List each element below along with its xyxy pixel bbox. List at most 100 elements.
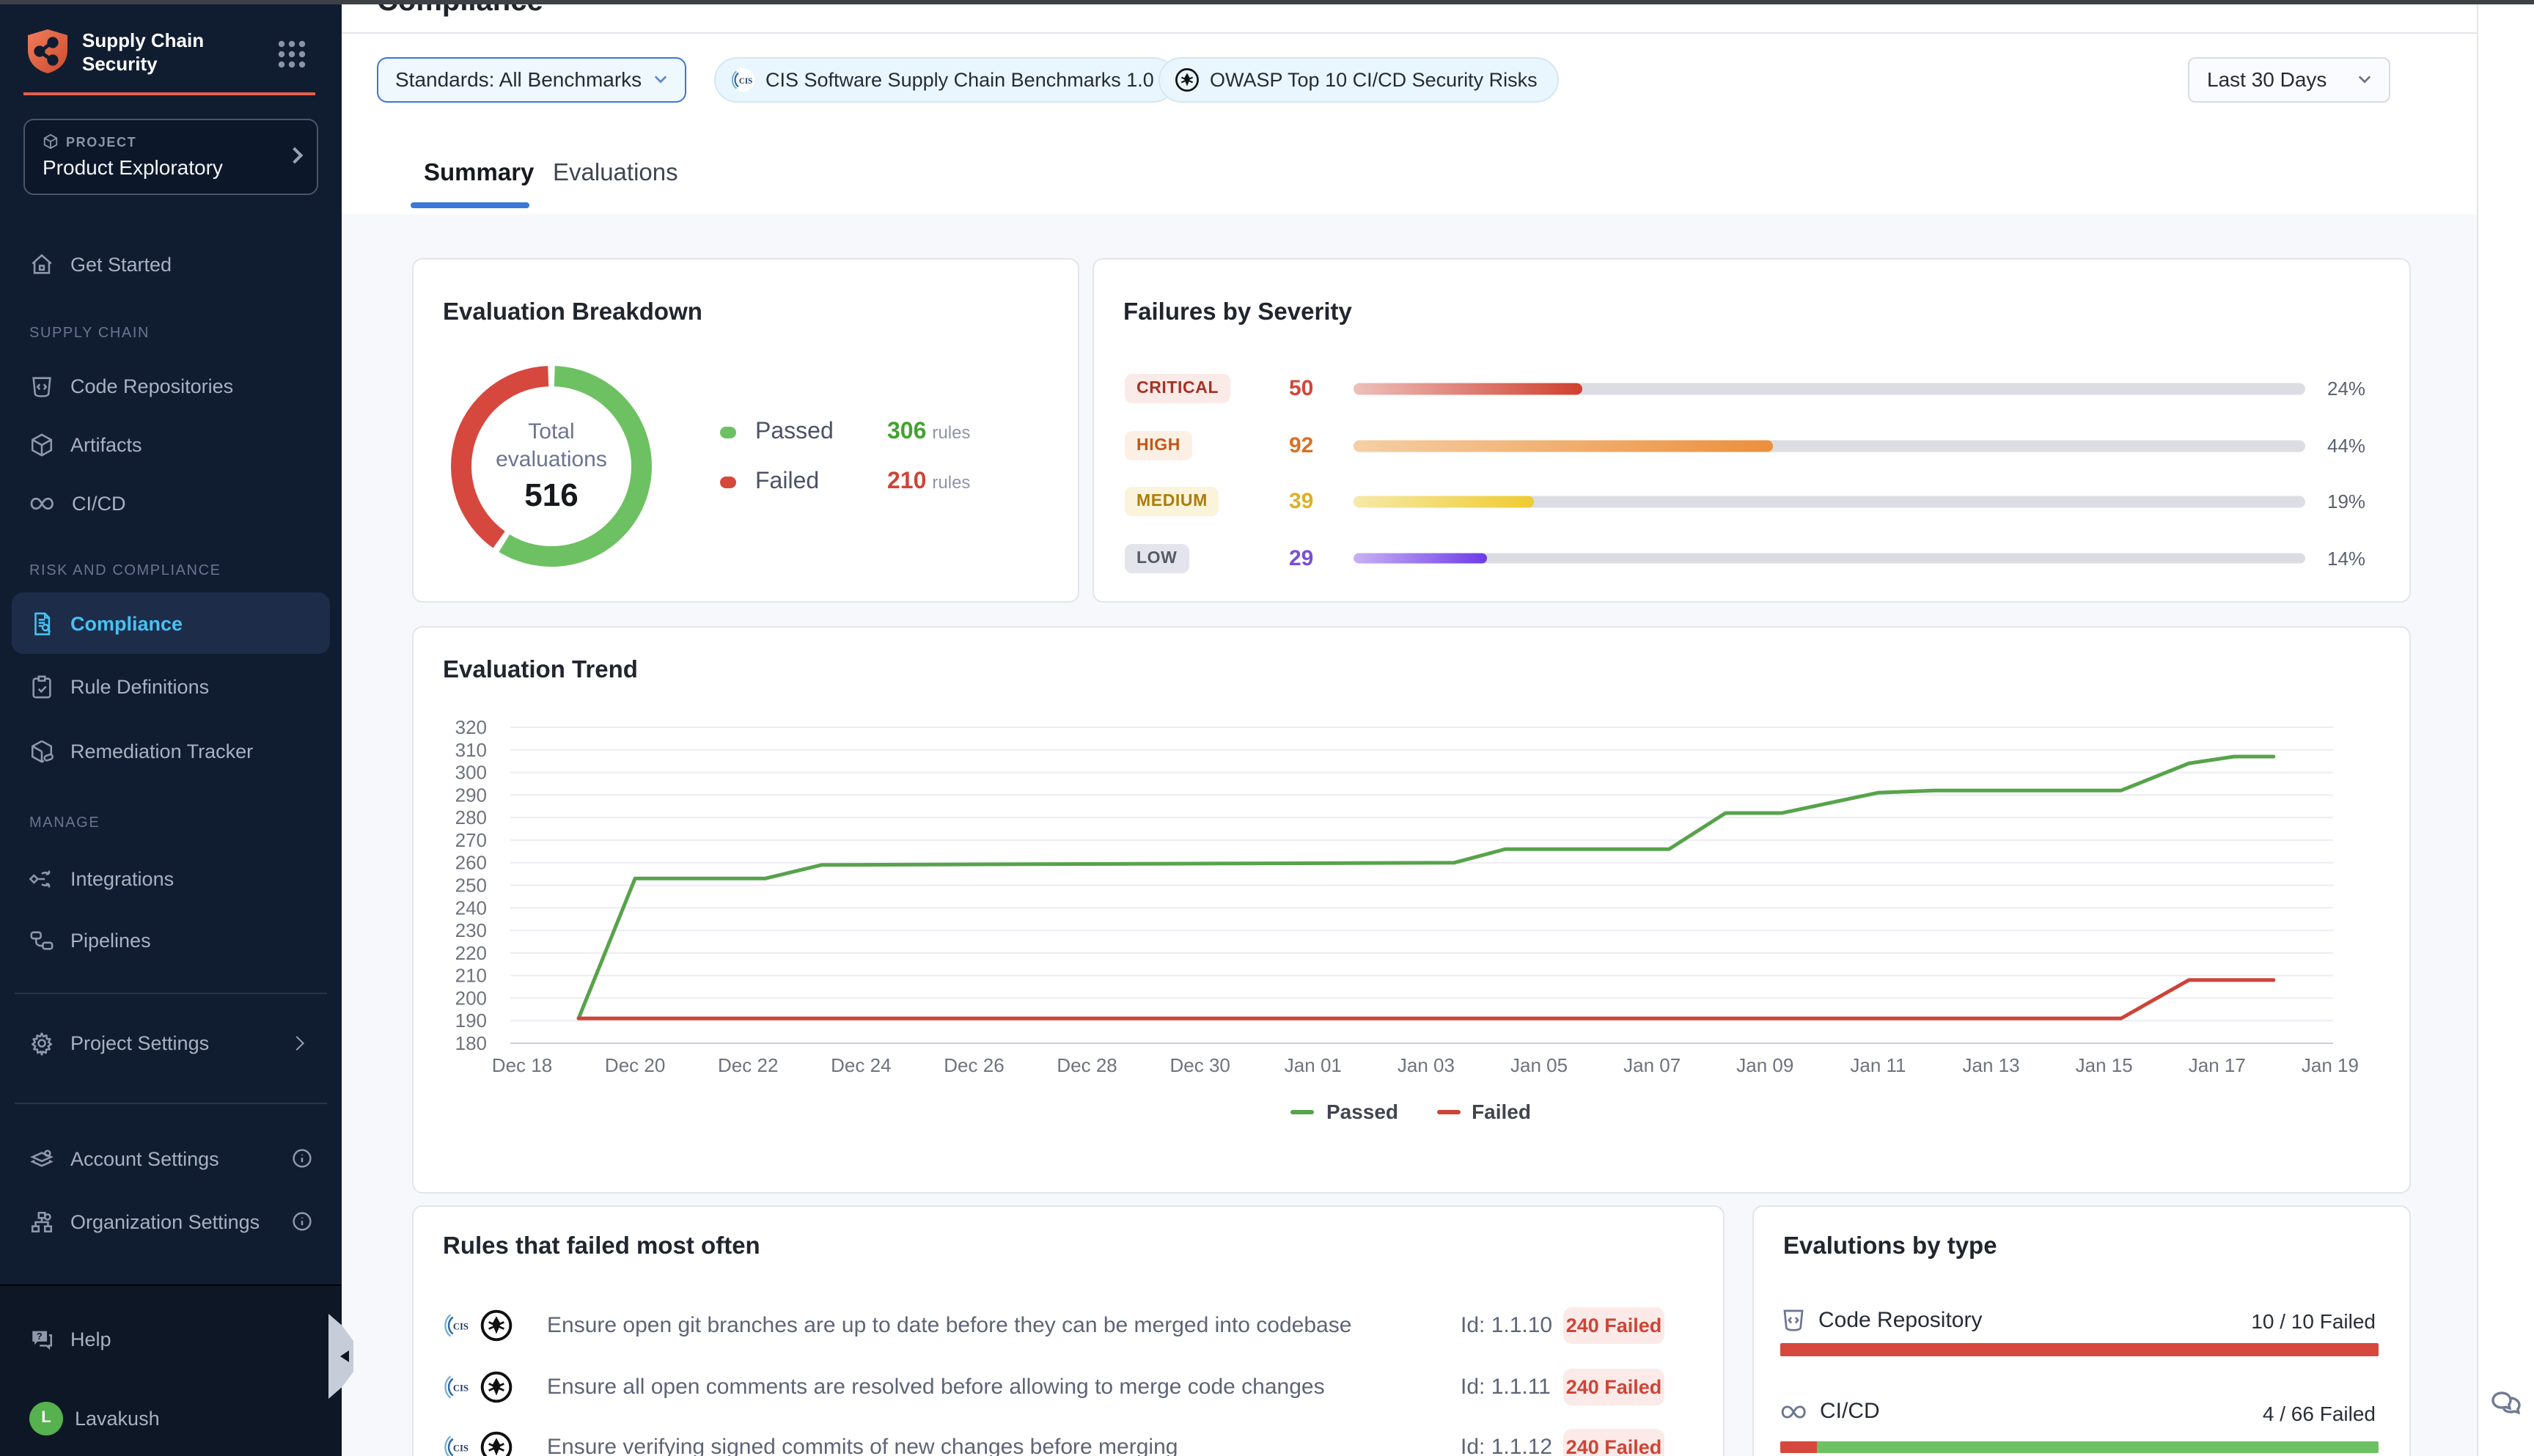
sidebar-item-compliance[interactable]: Compliance xyxy=(12,592,330,654)
footer-divider xyxy=(0,1284,342,1286)
svg-text:Dec 26: Dec 26 xyxy=(944,1054,1004,1076)
active-tab-underline xyxy=(411,202,529,207)
sidebar-item-organization-settings[interactable]: Organization Settings xyxy=(12,1195,330,1248)
svg-text:Dec 28: Dec 28 xyxy=(1057,1054,1117,1076)
module-accent-line xyxy=(23,92,315,95)
code-repository-icon xyxy=(32,376,51,397)
standards-filter-select[interactable]: Standards: All Benchmarks xyxy=(376,56,686,102)
sidebar-item-integrations[interactable]: Integrations xyxy=(12,852,330,905)
passed-line-swatch xyxy=(1290,1109,1315,1114)
chevron-right-icon xyxy=(286,147,304,164)
home-icon xyxy=(32,253,52,273)
svg-text:CIS: CIS xyxy=(453,1383,469,1393)
type-label-code-repository: Code Repository xyxy=(1780,1306,1982,1333)
chevron-down-icon xyxy=(2358,76,2371,84)
sidebar-item-remediation-tracker[interactable]: Remediation Tracker xyxy=(12,724,330,777)
card-title: Evaluation Trend xyxy=(443,657,638,683)
card-evaluation-trend: Evaluation Trend 320 310 300 290 280 270 260 25… xyxy=(412,626,2410,1194)
window-top-strip xyxy=(0,0,2534,4)
chat-widget-icon[interactable] xyxy=(2488,1384,2526,1422)
svg-text:Dec 20: Dec 20 xyxy=(605,1054,665,1076)
rule-row[interactable]: CIS Ensure verifying signed commits of n… xyxy=(414,1425,1723,1456)
severity-count: 39 xyxy=(1289,489,1314,514)
svg-text:?: ? xyxy=(37,1330,43,1341)
rule-text: Ensure verifying signed commits of new c… xyxy=(547,1435,1178,1456)
svg-text:240: 240 xyxy=(455,897,487,919)
page-header: Compliance Standards: All Benchmarks CIS… xyxy=(342,0,2476,214)
trend-line-chart: 3203103002902802702602502402302202102001… xyxy=(455,716,2359,1076)
type-status-cicd: 4 / 66 Failed xyxy=(2262,1402,2376,1425)
severity-row-high: HIGH 92 44% xyxy=(1094,431,2409,460)
sidebar-item-cicd[interactable]: CI/CD xyxy=(12,477,330,529)
svg-text:260: 260 xyxy=(455,852,487,874)
module-grid-icon[interactable] xyxy=(277,40,306,69)
sidebar-item-help[interactable]: ? Help xyxy=(12,1312,330,1365)
severity-count: 50 xyxy=(1289,376,1314,401)
sidebar-item-pipelines[interactable]: Pipelines xyxy=(12,913,330,966)
severity-percent: 19% xyxy=(2327,490,2366,512)
project-name: Product Exploratory xyxy=(43,155,223,179)
info-icon xyxy=(293,1149,312,1168)
integrations-icon xyxy=(29,869,51,887)
owasp-logo-icon xyxy=(1175,67,1199,91)
sidebar: Supply Chain Security PROJECT Product Ex… xyxy=(0,0,342,1456)
severity-count: 92 xyxy=(1289,433,1314,458)
type-status-code-repository: 10 / 10 Failed xyxy=(2251,1309,2376,1333)
svg-text:Dec 30: Dec 30 xyxy=(1170,1054,1230,1076)
sidebar-section-supply-chain: SUPPLY CHAIN xyxy=(29,326,150,342)
svg-text:Jan 05: Jan 05 xyxy=(1510,1054,1568,1076)
card-title: Failures by Severity xyxy=(1123,299,1352,326)
tab-summary[interactable]: Summary xyxy=(424,160,535,186)
main: Compliance Standards: All Benchmarks CIS… xyxy=(342,0,2476,1456)
organization-icon xyxy=(31,1210,53,1232)
brand-title: Supply Chain Security xyxy=(82,29,205,75)
project-label: PROJECT xyxy=(43,133,136,150)
passed-dot xyxy=(720,427,736,438)
owasp-logo-icon xyxy=(480,1431,513,1456)
sidebar-item-get-started[interactable]: Get Started xyxy=(12,238,330,290)
benchmark-chip-owasp[interactable]: OWASP Top 10 CI/CD Security Risks xyxy=(1158,56,1560,102)
card-evaluation-breakdown: Evaluation Breakdown Total evaluations 51… xyxy=(412,258,1079,602)
date-range-select[interactable]: Last 30 Days xyxy=(2188,56,2390,102)
info-icon xyxy=(293,1212,312,1231)
trend-legend: Passed Failed xyxy=(414,1100,2409,1123)
card-title: Evalutions by type xyxy=(1783,1233,1997,1260)
rule-row[interactable]: CIS Ensure open git branches are up to d… xyxy=(414,1304,1723,1347)
artifact-box-icon xyxy=(31,433,53,456)
svg-text:Jan 07: Jan 07 xyxy=(1623,1054,1681,1076)
card-failures-by-severity: Failures by Severity CRITICAL 50 24% HIG… xyxy=(1092,258,2410,602)
total-evaluations-value: 516 xyxy=(524,477,579,513)
sidebar-divider xyxy=(15,1103,327,1104)
sidebar-item-project-settings[interactable]: Project Settings xyxy=(12,1016,330,1069)
severity-badge: MEDIUM xyxy=(1125,487,1219,516)
rule-row[interactable]: CIS Ensure all open comments are resolve… xyxy=(414,1365,1723,1409)
rule-id: Id: 1.1.12 xyxy=(1461,1435,1553,1456)
type-label-cicd: CI/CD xyxy=(1780,1399,1880,1424)
chevron-down-icon xyxy=(653,76,666,84)
sidebar-user[interactable]: L Lavakush xyxy=(12,1391,330,1444)
sidebar-section-manage: MANAGE xyxy=(29,815,100,831)
sidebar-item-account-settings[interactable]: Account Settings xyxy=(12,1132,330,1185)
failed-line-swatch xyxy=(1436,1109,1461,1114)
svg-text:180: 180 xyxy=(455,1032,487,1054)
tab-evaluations[interactable]: Evaluations xyxy=(553,160,678,186)
brand: Supply Chain Security xyxy=(23,28,324,87)
sidebar-item-artifacts[interactable]: Artifacts xyxy=(12,418,330,471)
svg-text:Jan 11: Jan 11 xyxy=(1850,1054,1906,1076)
svg-text:Jan 01: Jan 01 xyxy=(1285,1054,1342,1076)
svg-text:CIS: CIS xyxy=(453,1443,469,1453)
rule-id: Id: 1.1.10 xyxy=(1461,1313,1553,1338)
legend-failed: Failed 210 rules xyxy=(720,468,970,497)
severity-row-critical: CRITICAL 50 24% xyxy=(1094,374,2409,403)
benchmark-chip-cis[interactable]: CIS CIS Software Supply Chain Benchmarks… xyxy=(714,56,1176,102)
sidebar-item-code-repositories[interactable]: Code Repositories xyxy=(12,359,330,412)
pipelines-icon xyxy=(30,930,54,949)
severity-percent: 14% xyxy=(2327,547,2366,569)
sidebar-item-rule-definitions[interactable]: Rule Definitions xyxy=(12,660,330,713)
owasp-logo-icon xyxy=(480,1371,513,1403)
sidebar-footer: ? Help L Lavakush xyxy=(0,1284,342,1456)
svg-text:310: 310 xyxy=(455,739,487,761)
rule-id: Id: 1.1.11 xyxy=(1461,1375,1551,1400)
project-selector[interactable]: PROJECT Product Exploratory xyxy=(23,119,318,195)
compliance-doc-icon xyxy=(34,611,51,635)
